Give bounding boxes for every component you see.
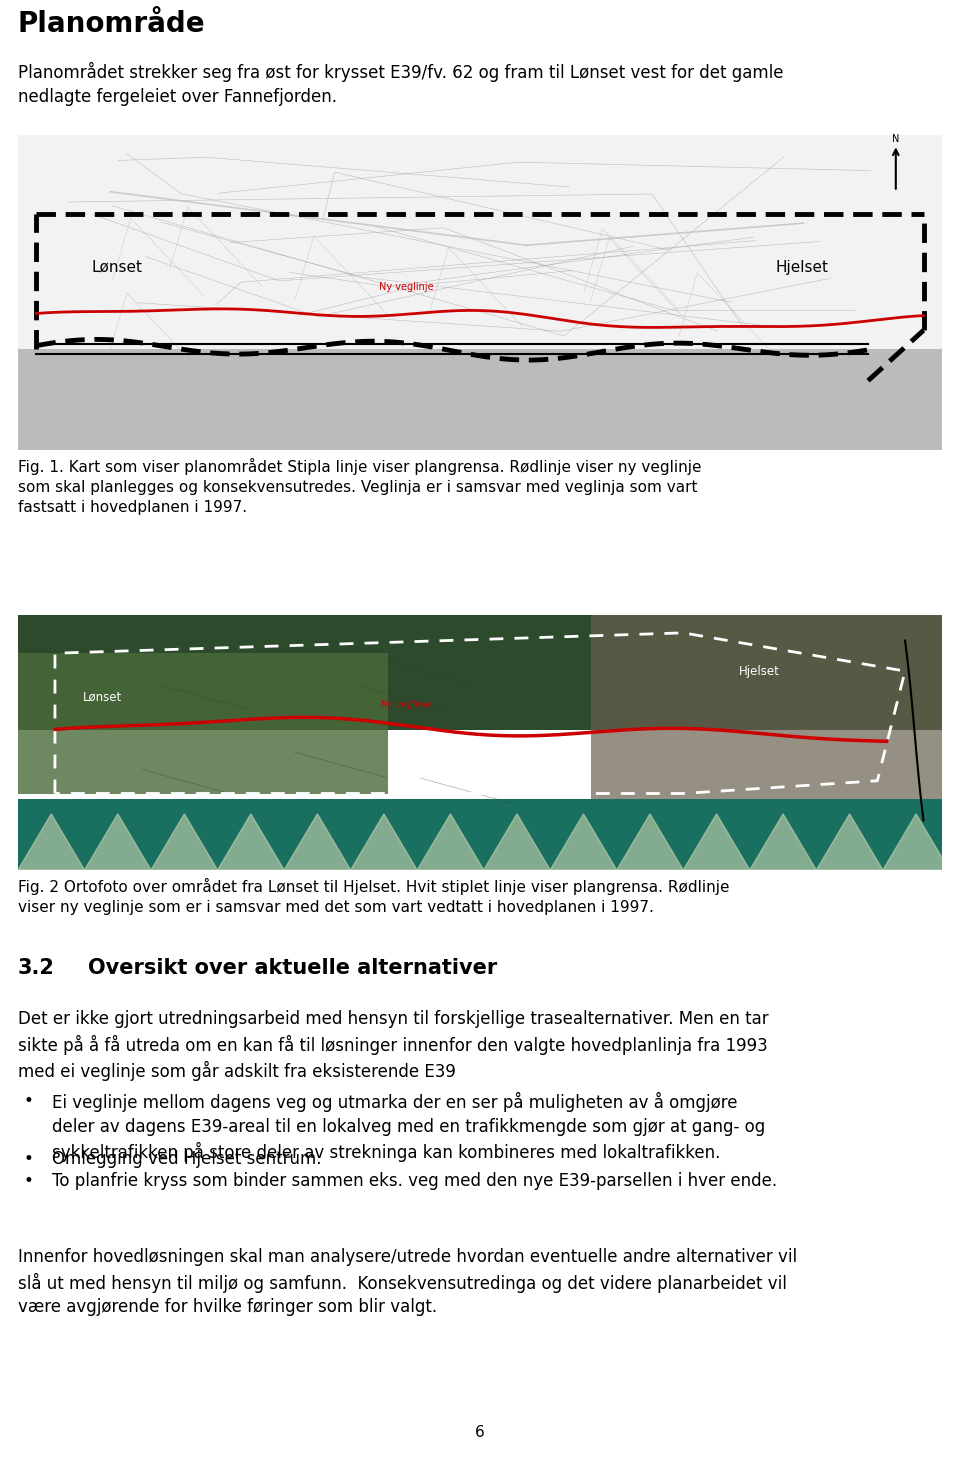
Text: Planområde: Planområde xyxy=(18,10,205,38)
Text: Innenfor hovedløsningen skal man analysere/utrede hvordan eventuelle andre alter: Innenfor hovedløsningen skal man analyse… xyxy=(18,1249,797,1316)
Text: Ny veglinje: Ny veglinje xyxy=(379,282,433,292)
Polygon shape xyxy=(18,814,84,870)
Text: 6: 6 xyxy=(475,1425,485,1440)
Text: To planfrie kryss som binder sammen eks. veg med den nye E39-parsellen i hver en: To planfrie kryss som binder sammen eks.… xyxy=(52,1173,778,1190)
Text: Fig. 2 Ortofoto over området fra Lønset til Hjelset. Hvit stiplet linje viser pl: Fig. 2 Ortofoto over området fra Lønset … xyxy=(18,879,730,915)
Bar xyxy=(591,616,942,819)
Polygon shape xyxy=(883,814,949,870)
Polygon shape xyxy=(350,814,418,870)
Polygon shape xyxy=(418,814,484,870)
Text: •: • xyxy=(24,1092,34,1110)
Text: 3.2: 3.2 xyxy=(18,958,55,978)
Polygon shape xyxy=(684,814,750,870)
Polygon shape xyxy=(484,814,550,870)
Text: Hjelset: Hjelset xyxy=(739,665,780,677)
Bar xyxy=(18,616,942,730)
Text: •: • xyxy=(24,1151,34,1168)
Polygon shape xyxy=(218,814,284,870)
Text: Ny veglinje: Ny veglinje xyxy=(381,700,431,709)
Text: Det er ikke gjort utredningsarbeid med hensyn til forskjellige trasealternativer: Det er ikke gjort utredningsarbeid med h… xyxy=(18,1010,769,1080)
Bar xyxy=(18,798,942,870)
Polygon shape xyxy=(284,814,350,870)
Text: Oversikt over aktuelle alternativer: Oversikt over aktuelle alternativer xyxy=(88,958,497,978)
Text: Omlegging ved Hjelset sentrum.: Omlegging ved Hjelset sentrum. xyxy=(52,1151,322,1168)
Text: N: N xyxy=(892,135,900,145)
Text: Lønset: Lønset xyxy=(83,690,122,703)
Text: Fig. 1. Kart som viser planområdet Stipla linje viser plangrensa. Rødlinje viser: Fig. 1. Kart som viser planområdet Stipl… xyxy=(18,458,702,515)
Polygon shape xyxy=(550,814,616,870)
Polygon shape xyxy=(750,814,816,870)
Polygon shape xyxy=(816,814,883,870)
Text: Hjelset: Hjelset xyxy=(776,260,828,275)
Bar xyxy=(18,654,388,794)
Text: •: • xyxy=(24,1173,34,1190)
Bar xyxy=(18,349,942,450)
Polygon shape xyxy=(84,814,151,870)
Text: Lønset: Lønset xyxy=(92,260,143,275)
Text: Planområdet strekker seg fra øst for krysset E39/fv. 62 og fram til Lønset vest : Planområdet strekker seg fra øst for kry… xyxy=(18,61,783,105)
Polygon shape xyxy=(151,814,218,870)
Bar xyxy=(18,135,942,349)
Polygon shape xyxy=(616,814,684,870)
Text: Ei veglinje mellom dagens veg og utmarka der en ser på muligheten av å omgjøre
d: Ei veglinje mellom dagens veg og utmarka… xyxy=(52,1092,765,1162)
